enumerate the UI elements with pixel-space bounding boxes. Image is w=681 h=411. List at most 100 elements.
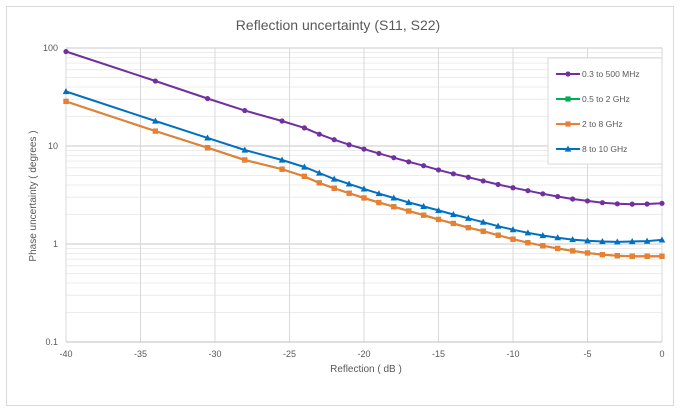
x-tick-label: -35 — [134, 349, 147, 359]
x-tick-label: 0 — [659, 349, 664, 359]
data-point — [375, 190, 383, 197]
x-axis-label: Reflection ( dB ) — [330, 364, 402, 375]
legend-label: 2 to 8 GHz — [582, 119, 623, 129]
data-point — [278, 156, 286, 163]
data-point — [495, 181, 501, 188]
data-point — [555, 193, 561, 200]
data-point — [421, 163, 427, 169]
data-point — [242, 157, 248, 163]
data-point — [659, 200, 665, 206]
legend: 0.3 to 500 MHz 0.5 to 2 GHz 2 to 8 GHz 8 to… — [547, 57, 663, 165]
data-point — [465, 174, 471, 180]
data-point — [406, 159, 412, 165]
series-layer — [62, 48, 666, 259]
series-3 — [62, 87, 666, 245]
data-point — [241, 146, 249, 153]
data-point — [629, 201, 635, 207]
data-point — [63, 48, 69, 55]
data-point — [495, 232, 501, 238]
data-point — [345, 180, 353, 187]
legend-item: 2 to 8 GHz — [556, 119, 623, 129]
data-point — [391, 155, 397, 161]
legend-label: 8 to 10 GHz — [582, 144, 627, 154]
y-axis-label: Phase uncertainty ( degrees ) — [28, 130, 39, 261]
series-2 — [63, 98, 665, 259]
data-point — [242, 107, 248, 114]
data-point — [628, 238, 636, 245]
data-point — [570, 196, 576, 202]
data-point — [584, 198, 591, 204]
data-point — [569, 236, 576, 243]
x-tick-label: -10 — [506, 349, 519, 359]
data-point — [658, 236, 666, 243]
data-point — [360, 185, 368, 192]
legend-item: 0.3 to 500 MHz — [556, 69, 640, 79]
data-point — [331, 137, 337, 143]
legend-label: 0.3 to 500 MHz — [582, 69, 640, 79]
data-point — [391, 204, 397, 210]
data-point — [554, 234, 561, 241]
data-point — [316, 180, 322, 186]
data-point — [361, 195, 367, 201]
data-point — [525, 240, 531, 246]
data-point — [659, 253, 665, 259]
data-point — [204, 145, 211, 151]
data-point — [204, 134, 211, 141]
data-point — [331, 185, 337, 191]
data-point — [629, 253, 635, 259]
data-point — [152, 128, 158, 134]
data-point — [450, 171, 456, 177]
data-point — [643, 237, 651, 244]
data-point — [435, 167, 442, 173]
data-point — [540, 243, 546, 249]
data-point — [435, 206, 442, 214]
data-point — [644, 253, 650, 259]
data-point — [435, 216, 442, 223]
y-tick-label: 10 — [48, 141, 58, 151]
legend-label: 0.5 to 2 GHz — [582, 94, 630, 104]
data-point — [420, 202, 427, 209]
data-point — [465, 214, 472, 221]
chart-title: Reflection uncertainty (S11, S22) — [236, 17, 440, 33]
y-tick-label: 100 — [43, 43, 58, 53]
data-point — [390, 194, 398, 201]
data-point — [510, 236, 516, 242]
data-point — [330, 175, 338, 182]
data-point — [614, 238, 621, 245]
data-point — [570, 248, 576, 254]
data-point — [152, 117, 159, 124]
data-point — [301, 125, 307, 131]
data-point — [279, 118, 285, 124]
data-point — [63, 98, 69, 105]
x-tick-label: -15 — [432, 349, 445, 359]
data-point — [524, 229, 532, 236]
data-point — [614, 201, 620, 207]
data-point — [584, 250, 591, 256]
x-tick-label: -40 — [59, 349, 72, 359]
data-point — [152, 78, 158, 84]
data-point — [494, 222, 502, 229]
data-point — [465, 225, 471, 231]
data-point — [479, 218, 487, 225]
legend-marker — [565, 96, 571, 102]
data-point — [599, 251, 605, 258]
y-tick-label: 0.1 — [45, 337, 58, 347]
data-point — [346, 142, 352, 148]
data-point — [480, 228, 486, 234]
data-point — [525, 188, 531, 194]
data-point — [346, 190, 352, 196]
data-point — [509, 226, 517, 233]
data-point — [480, 178, 486, 184]
data-point — [301, 163, 308, 170]
data-point — [599, 238, 606, 245]
axes: 0.1 1 10 100 -40 -35 -30 -25 -20 -15 -10 -5 0 — [43, 43, 665, 359]
data-point — [62, 87, 70, 95]
data-point — [614, 253, 620, 259]
data-point — [644, 201, 650, 207]
data-point — [376, 150, 382, 157]
data-point — [584, 237, 591, 244]
x-tick-label: -30 — [208, 349, 221, 359]
x-tick-label: -20 — [357, 349, 370, 359]
legend-marker — [565, 121, 571, 127]
